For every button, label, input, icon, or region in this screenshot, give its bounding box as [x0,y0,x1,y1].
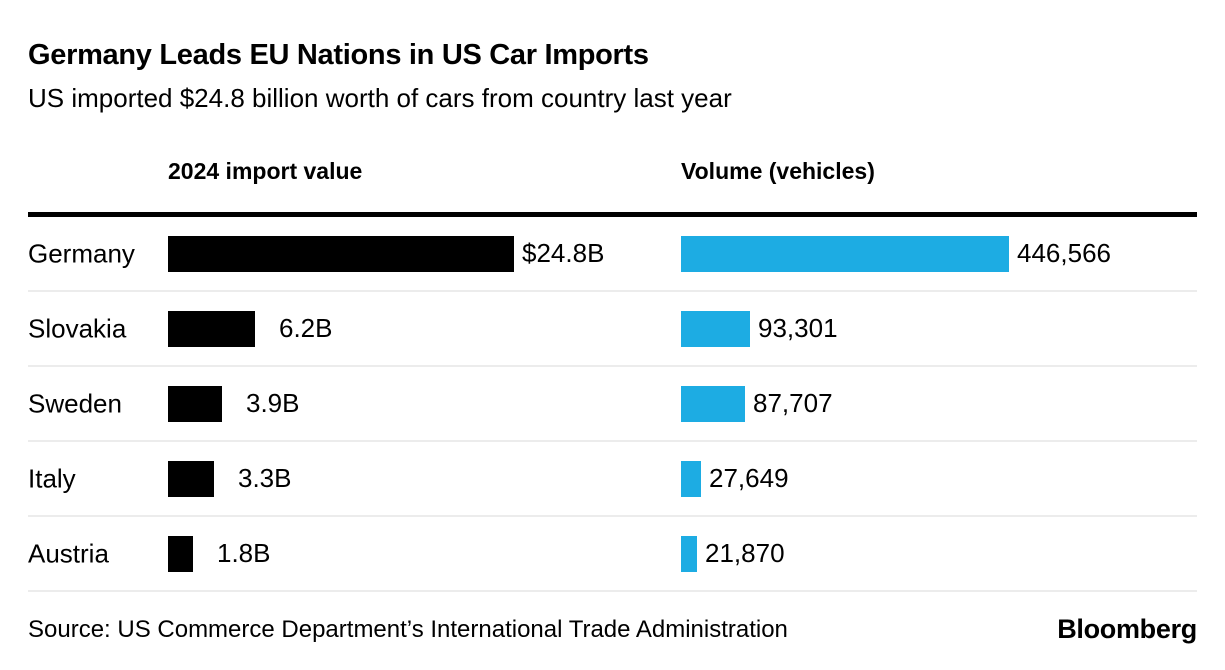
column-header-volume: Volume (vehicles) [681,158,875,185]
volume-bar [681,385,745,422]
volume-bar-label: 446,566 [1017,238,1111,269]
table-row: Slovakia 6.2B 93,301 [28,292,1197,368]
table-row: Italy 3.3B 27,649 [28,442,1197,518]
source-note: Source: US Commerce Department’s Interna… [28,615,788,643]
value-bar [168,310,255,347]
volume-bar [681,310,750,347]
value-bar-label: 6.2B [279,313,333,344]
value-bar-label: $24.8B [522,238,605,269]
value-bar-group: $24.8B [168,235,605,272]
volume-bar [681,535,697,572]
volume-bar-label: 27,649 [709,463,789,494]
value-bar-group: 6.2B [168,310,333,347]
volume-bar-group: 446,566 [681,235,1111,272]
chart-footer: Source: US Commerce Department’s Interna… [28,614,1197,645]
volume-bar [681,460,701,497]
column-headers: 2024 import value Volume (vehicles) [28,158,1197,186]
table-row: Sweden 3.9B 87,707 [28,367,1197,443]
volume-bar-label: 93,301 [758,313,838,344]
value-bar-label: 3.9B [246,388,300,419]
volume-bar-label: 21,870 [705,538,785,569]
country-label: Slovakia [28,313,127,344]
chart-rows: Germany $24.8B 446,566 Slovakia 6.2B 93,301 Sw… [28,212,1197,593]
value-bar-group: 3.3B [168,460,292,497]
volume-bar-label: 87,707 [753,388,833,419]
country-label: Italy [28,463,76,494]
value-bar [168,460,214,497]
volume-bar-group: 27,649 [681,460,789,497]
chart-title: Germany Leads EU Nations in US Car Impor… [28,39,649,71]
country-label: Sweden [28,388,122,419]
table-row: Germany $24.8B 446,566 [28,217,1197,293]
bloomberg-logo: Bloomberg [1057,614,1197,645]
column-header-import-value: 2024 import value [168,158,363,185]
value-bar-group: 3.9B [168,385,300,422]
value-bar [168,535,193,572]
table-row: Austria 1.8B 21,870 [28,517,1197,593]
value-bar-label: 3.3B [238,463,292,494]
volume-bar-group: 87,707 [681,385,833,422]
value-bar [168,235,514,272]
value-bar [168,385,222,422]
country-label: Austria [28,538,109,569]
chart-subtitle: US imported $24.8 billion worth of cars … [28,82,732,113]
volume-bar-group: 93,301 [681,310,838,347]
value-bar-group: 1.8B [168,535,271,572]
value-bar-label: 1.8B [217,538,271,569]
volume-bar-group: 21,870 [681,535,785,572]
country-label: Germany [28,238,135,269]
volume-bar [681,235,1009,272]
